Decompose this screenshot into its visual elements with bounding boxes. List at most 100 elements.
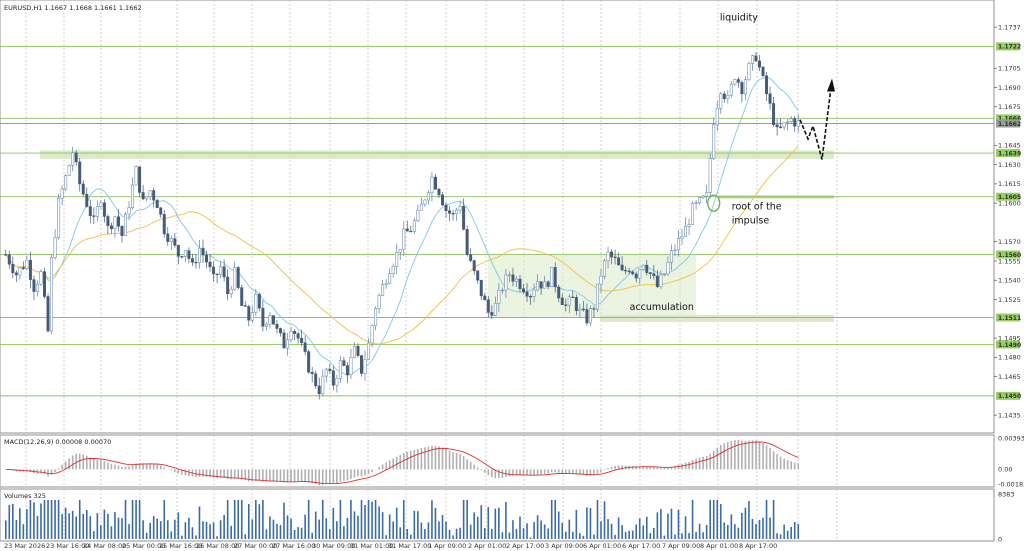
arrow-head-icon xyxy=(827,78,835,92)
candle-body xyxy=(620,264,624,271)
price-tick-label: 1.1645 xyxy=(998,142,1021,150)
candle-body xyxy=(444,204,448,211)
candle-body xyxy=(539,281,543,289)
candle-body xyxy=(504,274,508,291)
candle-body xyxy=(585,309,589,324)
candle-body xyxy=(11,264,15,274)
candle-body xyxy=(222,266,226,278)
candle-body xyxy=(138,166,142,193)
candle-body xyxy=(758,60,761,68)
candle-body xyxy=(370,325,374,344)
candle-body xyxy=(416,209,420,221)
candle-body xyxy=(381,284,385,296)
candle-body xyxy=(67,164,71,176)
candle-body xyxy=(719,93,723,109)
volume-indicator: 8383 0 xyxy=(4,490,1015,543)
candle-body xyxy=(264,323,268,327)
candle-body xyxy=(106,216,110,227)
candle-body xyxy=(677,238,680,251)
time-tick-label: 24 Mar 08:00 xyxy=(83,542,126,550)
candle-body xyxy=(377,295,381,309)
candle-body xyxy=(529,296,533,298)
candle-body xyxy=(479,279,483,297)
candle-body xyxy=(733,79,737,85)
level-badge xyxy=(996,391,1020,400)
candle-body xyxy=(490,312,494,316)
candle-body xyxy=(736,79,740,83)
volume-label: Volumes 325 xyxy=(4,492,46,500)
candle-body xyxy=(525,291,529,297)
candle-body xyxy=(7,254,11,265)
candle-body xyxy=(536,281,540,291)
candle-body xyxy=(331,370,335,386)
candle-body xyxy=(405,228,409,232)
candle-body xyxy=(205,254,209,263)
candle-body xyxy=(190,258,194,263)
candle-body xyxy=(592,308,596,310)
candle-body xyxy=(134,166,138,186)
candle-body xyxy=(722,93,726,100)
time-tick-label: 27 Mar 00:00 xyxy=(234,542,277,550)
candle-body xyxy=(634,273,638,279)
candle-body xyxy=(116,216,120,227)
candle-body xyxy=(240,287,244,306)
candle-body xyxy=(419,203,423,211)
level-badge-label: 1.1662 xyxy=(998,121,1021,128)
level-badge xyxy=(996,313,1020,322)
candle-body xyxy=(796,120,800,127)
time-tick-label: 8 Apr 01:00 xyxy=(700,542,738,550)
candle-body xyxy=(772,103,776,126)
candle-body xyxy=(296,333,300,339)
moving-average-line xyxy=(5,145,799,345)
candle-body xyxy=(39,271,43,285)
candle-body xyxy=(317,385,321,395)
horizontal-levels xyxy=(0,45,994,397)
candle-body xyxy=(743,79,747,95)
macd-panel[interactable] xyxy=(0,434,995,488)
level-badge-label: 1.1722 xyxy=(998,44,1021,51)
price-panel[interactable] xyxy=(0,0,995,434)
level-badges: 1.17221.16661.16621.16391.16051.15601.15… xyxy=(996,42,1021,400)
candle-body xyxy=(310,372,314,374)
candle-body xyxy=(176,245,180,257)
candle-body xyxy=(349,357,353,376)
candle-body xyxy=(169,238,173,242)
price-tick-label: 1.1675 xyxy=(998,103,1021,111)
macd-indicator: 0.00393 0.00 -0.00183 xyxy=(5,434,1024,488)
candle-body xyxy=(335,377,339,386)
candle-body xyxy=(433,176,437,190)
candle-body xyxy=(750,55,754,64)
candle-body xyxy=(395,252,399,267)
candle-body xyxy=(166,233,170,242)
candle-body xyxy=(18,267,22,276)
candle-body xyxy=(219,266,223,275)
candle-body xyxy=(46,296,50,332)
price-tick-label: 1.1465 xyxy=(998,373,1021,381)
candle-body xyxy=(345,365,349,376)
volume-tick-label: 8383 xyxy=(998,490,1015,498)
macd-tick-label: 0.00393 xyxy=(998,434,1024,442)
candle-body xyxy=(187,250,191,259)
candle-body xyxy=(183,250,187,257)
candle-body xyxy=(497,290,501,304)
support-band xyxy=(40,150,834,159)
candle-body xyxy=(74,152,78,163)
time-tick-label: 3 Apr 09:00 xyxy=(545,542,583,550)
candle-body xyxy=(95,206,99,217)
candle-body xyxy=(148,190,152,198)
candle-body xyxy=(782,122,786,128)
candle-body xyxy=(458,206,462,211)
time-tick-label: 2 Apr 17:00 xyxy=(506,542,544,550)
volume-panel[interactable] xyxy=(0,488,995,542)
level-badge-label: 1.1666 xyxy=(998,116,1021,123)
candle-body xyxy=(567,296,571,306)
candle-body xyxy=(131,184,135,208)
candle-body xyxy=(564,304,568,306)
price-tick-label: 1.1495 xyxy=(998,334,1021,342)
candle-body xyxy=(293,331,297,334)
time-tick-label: 31 Mar 01:00 xyxy=(350,542,393,550)
candle-body xyxy=(247,306,251,321)
level-badge xyxy=(996,42,1020,51)
level-badge-label: 1.1639 xyxy=(998,150,1021,157)
